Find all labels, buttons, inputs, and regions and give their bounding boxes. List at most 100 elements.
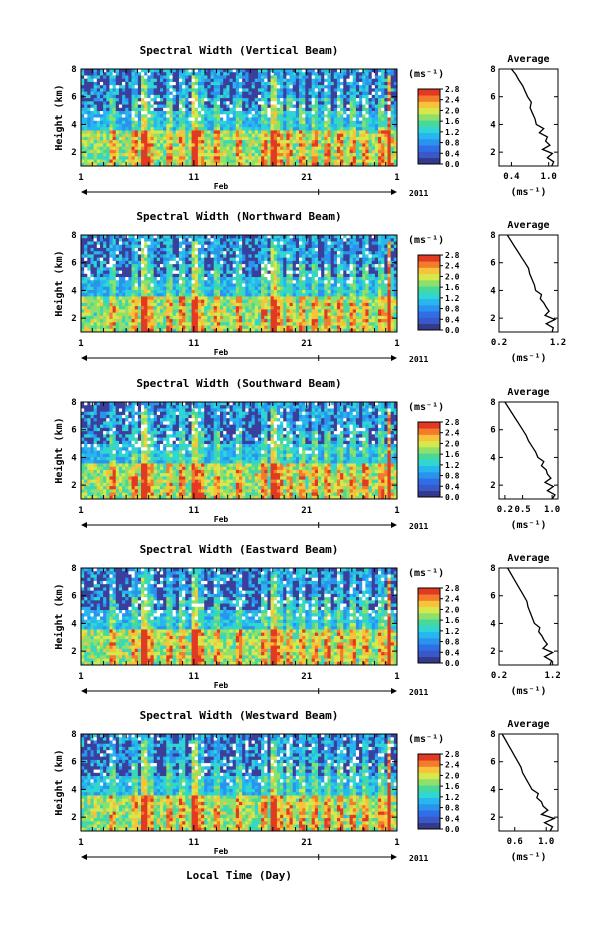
heatmap-cell xyxy=(267,325,271,330)
heatmap-cell xyxy=(90,78,95,83)
heatmap-cell xyxy=(204,153,208,157)
heatmap-cell xyxy=(93,267,98,271)
heatmap-cell xyxy=(128,238,132,242)
heatmap-cell xyxy=(289,117,294,122)
heatmap-cell xyxy=(81,88,85,93)
heatmap-cell xyxy=(103,267,107,271)
heatmap-cell xyxy=(141,94,145,99)
heatmap-cell xyxy=(340,143,344,147)
heatmap-cell xyxy=(264,286,268,291)
heatmap-cell xyxy=(150,244,155,249)
heatmap-cell xyxy=(106,277,110,281)
heatmap-cell xyxy=(261,107,265,112)
heatmap-cell xyxy=(169,114,174,118)
heatmap-cell xyxy=(276,85,281,89)
heatmap-cell xyxy=(109,238,113,242)
heatmap-cell xyxy=(292,156,297,160)
heatmap-cell xyxy=(118,315,123,320)
heatmap-cell xyxy=(185,238,189,242)
heatmap-cell xyxy=(387,98,392,102)
heatmap-cell xyxy=(359,88,363,93)
heatmap-cell xyxy=(147,114,151,118)
heatmap-cell xyxy=(378,85,382,89)
heatmap-cell xyxy=(96,251,101,255)
heatmap-cell xyxy=(257,101,262,105)
heatmap-cell xyxy=(251,159,256,164)
heatmap-cell xyxy=(182,140,186,144)
heatmap-cell xyxy=(109,107,113,112)
heatmap-cell xyxy=(365,98,369,102)
heatmap-cell xyxy=(141,111,145,115)
heatmap-cell xyxy=(150,81,155,86)
heatmap-cell xyxy=(314,140,319,144)
heatmap-cell xyxy=(324,130,328,135)
heatmap-cell xyxy=(261,123,265,128)
heatmap-cell xyxy=(204,299,208,304)
heatmap-cell xyxy=(248,251,253,255)
heatmap-cell xyxy=(235,98,240,102)
heatmap-cell xyxy=(134,312,139,317)
heatmap-cell xyxy=(235,306,240,310)
heatmap-cell xyxy=(84,286,88,291)
heatmap-cell xyxy=(267,88,271,93)
heatmap-cell xyxy=(276,143,281,147)
heatmap-cell xyxy=(103,85,107,89)
heatmap-cell xyxy=(336,85,341,89)
heatmap-cell xyxy=(175,136,180,141)
heatmap-cell xyxy=(103,120,107,125)
heatmap-cell xyxy=(223,130,227,135)
heatmap-cell xyxy=(141,328,145,332)
heatmap-cell xyxy=(175,257,180,262)
heatmap-cell xyxy=(311,149,316,154)
heatmap-cell xyxy=(178,299,183,304)
heatmap-cell xyxy=(216,123,221,128)
heatmap-cell xyxy=(229,293,234,297)
heatmap-cell xyxy=(292,104,297,109)
heatmap-cell xyxy=(365,111,369,115)
heatmap-cell xyxy=(365,101,369,105)
heatmap-cell xyxy=(93,280,98,284)
heatmap-cell xyxy=(254,149,259,154)
heatmap-cell xyxy=(112,264,117,268)
heatmap-cell xyxy=(387,104,392,109)
heatmap-cell xyxy=(109,247,113,252)
heatmap-cell xyxy=(150,257,155,262)
heatmap-cell xyxy=(131,75,136,80)
heatmap-cell xyxy=(201,257,205,262)
heatmap-cell xyxy=(99,328,104,332)
heatmap-cell xyxy=(175,159,180,164)
heatmap-cell xyxy=(137,117,142,122)
heatmap-cell xyxy=(178,289,183,294)
heatmap-cell xyxy=(381,107,385,112)
heatmap-cell xyxy=(182,153,186,157)
heatmap-cell xyxy=(137,159,142,164)
heatmap-cell xyxy=(286,75,290,80)
heatmap-cell xyxy=(115,156,120,160)
heatmap-cell xyxy=(216,88,221,93)
heatmap-cell xyxy=(276,101,281,105)
heatmap-cell xyxy=(273,162,278,166)
heatmap-cell xyxy=(239,146,243,151)
heatmap-cell xyxy=(160,101,164,105)
heatmap-cell xyxy=(239,273,243,278)
heatmap-cell xyxy=(90,289,95,294)
heatmap-cell xyxy=(333,162,338,166)
heatmap-cell xyxy=(220,146,224,151)
heatmap-cell xyxy=(150,149,155,154)
heatmap-cell xyxy=(273,101,278,105)
heatmap-cell xyxy=(245,328,249,332)
heatmap-cell xyxy=(141,244,145,249)
heatmap-cell xyxy=(207,257,211,262)
heatmap-cell xyxy=(115,136,120,141)
heatmap-cell xyxy=(330,162,335,166)
heatmap-cell xyxy=(141,254,145,259)
heatmap-cell xyxy=(213,264,218,268)
heatmap-cell xyxy=(330,69,335,73)
heatmap-cell xyxy=(381,75,385,80)
heatmap-cell xyxy=(87,293,91,297)
heatmap-cell xyxy=(122,270,126,275)
heatmap-cell xyxy=(314,117,319,122)
heatmap-cell xyxy=(264,273,268,278)
heatmap-cell xyxy=(210,264,215,268)
heatmap-cell xyxy=(270,98,275,102)
